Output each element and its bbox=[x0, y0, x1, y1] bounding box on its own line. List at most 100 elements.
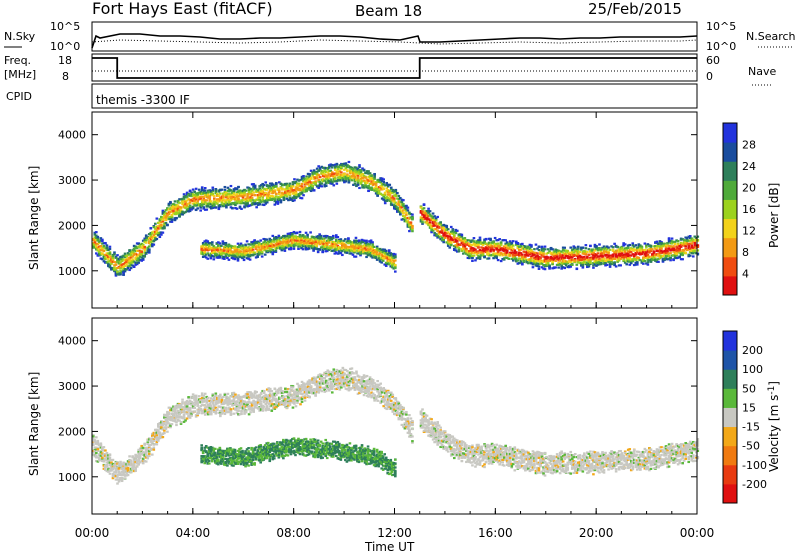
echo-cell bbox=[256, 193, 260, 197]
echo-cell bbox=[551, 248, 554, 251]
echo-cell bbox=[402, 214, 405, 217]
echo-cell bbox=[149, 244, 153, 247]
echo-cell bbox=[300, 192, 304, 195]
echo-cell bbox=[604, 250, 607, 253]
echo-cell bbox=[511, 247, 515, 250]
echo-cell bbox=[218, 242, 222, 245]
echo-cell bbox=[446, 237, 450, 240]
echo-cell bbox=[334, 172, 337, 175]
echo-cell bbox=[315, 240, 318, 243]
echo-cell bbox=[122, 269, 125, 272]
echo-cell bbox=[498, 247, 501, 251]
echo-cell bbox=[228, 201, 231, 204]
echo-cell bbox=[306, 233, 309, 236]
echo-cell bbox=[95, 236, 98, 240]
echo-cell bbox=[184, 195, 187, 198]
echo-cell bbox=[490, 246, 494, 249]
echo-cell bbox=[350, 175, 354, 178]
echo-cell bbox=[528, 251, 532, 254]
echo-cell bbox=[135, 253, 139, 256]
echo-cell bbox=[542, 253, 545, 256]
echo-cell bbox=[228, 192, 231, 195]
echo-cell bbox=[199, 202, 202, 206]
echo-cell bbox=[693, 243, 697, 246]
echo-cell bbox=[178, 213, 181, 216]
echo-cell bbox=[696, 249, 700, 252]
echo-cell bbox=[463, 249, 467, 252]
echo-cell bbox=[260, 244, 264, 248]
echo-cell bbox=[648, 248, 651, 251]
echo-cell bbox=[231, 197, 234, 200]
echo-cell bbox=[341, 253, 344, 257]
echo-cell bbox=[191, 205, 195, 209]
echo-cell bbox=[243, 202, 246, 205]
echo-cell bbox=[685, 239, 689, 242]
echo-cell bbox=[251, 242, 255, 245]
echo-cell bbox=[200, 204, 204, 208]
echo-cell bbox=[247, 198, 251, 201]
echo-cell bbox=[135, 249, 139, 252]
echo-cell bbox=[337, 168, 340, 171]
echo-cell bbox=[406, 225, 410, 228]
echo-cell bbox=[693, 244, 697, 247]
echo-cell bbox=[244, 199, 248, 202]
echo-cell bbox=[187, 197, 190, 201]
echo-cell bbox=[484, 246, 488, 249]
echo-cell bbox=[428, 219, 432, 222]
echo-cell bbox=[324, 170, 328, 173]
echo-cell bbox=[490, 241, 494, 244]
echo-cell bbox=[561, 262, 565, 265]
echo-cell bbox=[253, 253, 256, 256]
echo-cell bbox=[129, 263, 133, 267]
echo-cell bbox=[327, 164, 331, 167]
echo-cell bbox=[291, 192, 295, 195]
echo-cell bbox=[284, 194, 287, 197]
echo-cell bbox=[693, 240, 697, 243]
echo-cell bbox=[475, 250, 479, 253]
echo-cell bbox=[684, 245, 687, 248]
echo-cell bbox=[272, 250, 276, 253]
echo-cell bbox=[341, 164, 345, 167]
echo-cell bbox=[217, 200, 221, 203]
echo-cell bbox=[191, 193, 195, 196]
echo-cell bbox=[599, 263, 603, 266]
echo-cell bbox=[433, 221, 436, 224]
echo-cell bbox=[449, 230, 453, 233]
echo-cell bbox=[449, 243, 453, 247]
echo-cell bbox=[223, 199, 227, 202]
echo-cell bbox=[93, 239, 97, 242]
echo-cell bbox=[337, 170, 340, 173]
echo-cell bbox=[253, 203, 257, 206]
echo-cell bbox=[193, 200, 196, 203]
echo-cell bbox=[598, 261, 601, 264]
echo-cell bbox=[563, 262, 566, 265]
echo-cell bbox=[251, 240, 255, 244]
echo-cell bbox=[527, 246, 530, 249]
echo-cell bbox=[261, 186, 264, 189]
cpid-text: themis -3300 IF bbox=[96, 93, 190, 107]
echo-cell bbox=[345, 251, 349, 254]
echo-cell bbox=[693, 241, 697, 245]
echo-cell bbox=[669, 239, 672, 242]
echo-cell bbox=[601, 259, 604, 262]
echo-cell bbox=[261, 190, 264, 194]
echo-cell bbox=[640, 245, 644, 248]
echo-cell bbox=[676, 250, 680, 253]
echo-cell bbox=[108, 255, 112, 258]
echo-cell bbox=[140, 242, 143, 245]
echo-cell bbox=[471, 251, 474, 254]
echo-cell bbox=[548, 258, 551, 261]
echo-cell bbox=[290, 188, 293, 191]
echo-cell bbox=[646, 249, 650, 252]
echo-cell bbox=[350, 243, 353, 246]
echo-cell bbox=[516, 253, 520, 256]
echo-cell bbox=[561, 248, 565, 251]
echo-cell bbox=[300, 187, 304, 190]
echo-cell bbox=[475, 245, 479, 248]
echo-cell bbox=[279, 247, 282, 250]
echo-cell bbox=[232, 251, 235, 254]
echo-cell bbox=[250, 193, 254, 196]
echo-cell bbox=[297, 241, 300, 245]
echo-cell bbox=[210, 249, 214, 252]
echo-cell bbox=[361, 173, 364, 176]
